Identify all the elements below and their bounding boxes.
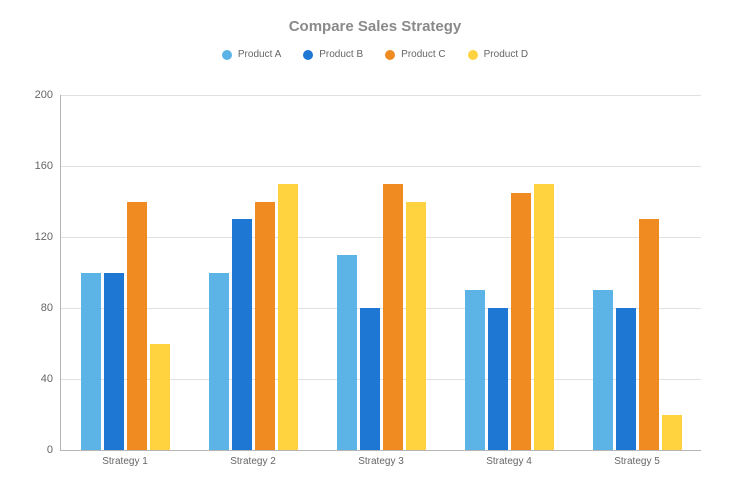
x-tick-label: Strategy 3: [358, 450, 404, 467]
legend-swatch-icon: [303, 50, 313, 60]
sales-strategy-chart: Compare Sales Strategy Product AProduct …: [0, 0, 750, 500]
chart-title: Compare Sales Strategy: [0, 0, 750, 35]
bar[interactable]: [104, 273, 124, 451]
bar[interactable]: [593, 290, 613, 450]
bar[interactable]: [488, 308, 508, 450]
bar[interactable]: [406, 202, 426, 451]
y-tick-label: 0: [47, 444, 61, 456]
bar[interactable]: [278, 184, 298, 450]
y-tick-label: 40: [41, 373, 61, 385]
bar[interactable]: [383, 184, 403, 450]
bar[interactable]: [255, 202, 275, 451]
bar[interactable]: [511, 193, 531, 450]
bar[interactable]: [639, 219, 659, 450]
x-tick-label: Strategy 5: [614, 450, 660, 467]
bar[interactable]: [465, 290, 485, 450]
legend-swatch-icon: [222, 50, 232, 60]
bar[interactable]: [232, 219, 252, 450]
legend-swatch-icon: [468, 50, 478, 60]
x-tick-label: Strategy 2: [230, 450, 276, 467]
gridline: [61, 237, 701, 238]
legend-label: Product D: [484, 49, 528, 60]
legend-swatch-icon: [385, 50, 395, 60]
legend-item[interactable]: Product C: [385, 49, 445, 60]
legend-label: Product B: [319, 49, 363, 60]
bar[interactable]: [127, 202, 147, 451]
y-tick-label: 80: [41, 302, 61, 314]
gridline: [61, 95, 701, 96]
bar[interactable]: [81, 273, 101, 451]
bar[interactable]: [360, 308, 380, 450]
legend-label: Product A: [238, 49, 281, 60]
bar[interactable]: [209, 273, 229, 451]
y-tick-label: 120: [35, 231, 61, 243]
legend-item[interactable]: Product D: [468, 49, 528, 60]
legend-item[interactable]: Product A: [222, 49, 281, 60]
y-tick-label: 200: [35, 89, 61, 101]
plot-area: 04080120160200Strategy 1Strategy 2Strate…: [60, 95, 701, 451]
x-tick-label: Strategy 4: [486, 450, 532, 467]
bar[interactable]: [662, 415, 682, 451]
legend: Product A Product B Product C Product D: [0, 49, 750, 60]
bar[interactable]: [337, 255, 357, 450]
gridline: [61, 166, 701, 167]
bar[interactable]: [534, 184, 554, 450]
x-tick-label: Strategy 1: [102, 450, 148, 467]
bar[interactable]: [616, 308, 636, 450]
y-tick-label: 160: [35, 160, 61, 172]
bar[interactable]: [150, 344, 170, 451]
legend-label: Product C: [401, 49, 445, 60]
legend-item[interactable]: Product B: [303, 49, 363, 60]
